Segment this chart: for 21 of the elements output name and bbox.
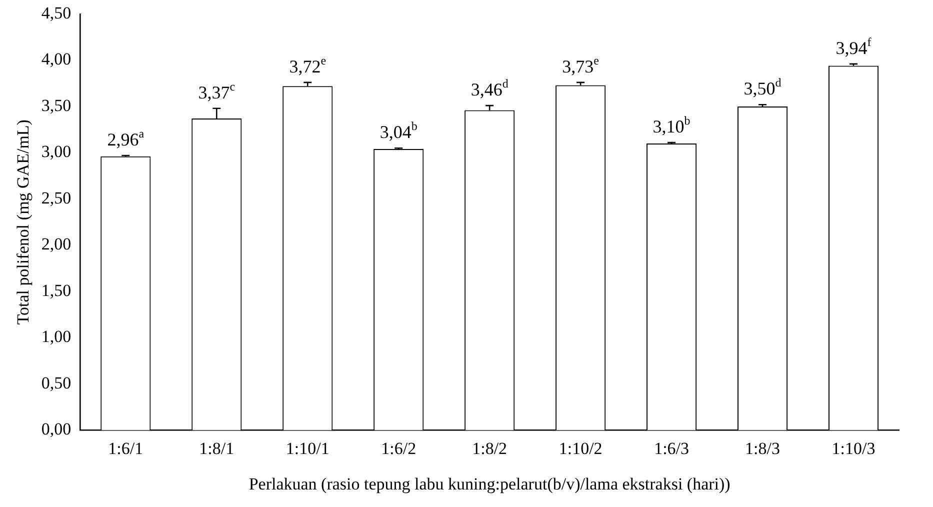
x-tick-label: 1:6/3: [654, 438, 690, 458]
y-tick-label: 1,50: [41, 280, 72, 300]
y-tick-label: 0,00: [41, 420, 72, 439]
x-axis-title: Perlakuan (rasio tepung labu kuning:pelarut(b/v)/lama ekstraksi (hari)): [248, 474, 730, 494]
x-tick-label: 1:10/3: [832, 438, 876, 458]
y-tick-label: 4,50: [41, 3, 72, 22]
x-tick-label: 1:8/3: [745, 438, 780, 458]
x-tick-label: 1:8/1: [199, 438, 234, 458]
x-tick-label: 1:6/2: [381, 438, 416, 458]
y-tick-label: 3,50: [41, 96, 72, 115]
y-tick-label: 2,00: [41, 234, 72, 254]
y-tick-label: 3,00: [41, 142, 72, 162]
x-tick-label: 1:8/2: [472, 438, 508, 458]
y-tick-label: 4,00: [41, 50, 72, 69]
y-tick-label: 2,50: [41, 188, 72, 208]
y-tick-label: 0,50: [41, 373, 72, 392]
y-tick-label: 1,00: [41, 327, 72, 346]
y-axis-title: Total polifenol (mg GAE/mL): [14, 120, 33, 325]
x-tick-label: 1:10/1: [286, 438, 330, 458]
x-tick-label: 1:10/2: [558, 438, 602, 458]
x-tick-label: 1:6/1: [108, 438, 144, 458]
